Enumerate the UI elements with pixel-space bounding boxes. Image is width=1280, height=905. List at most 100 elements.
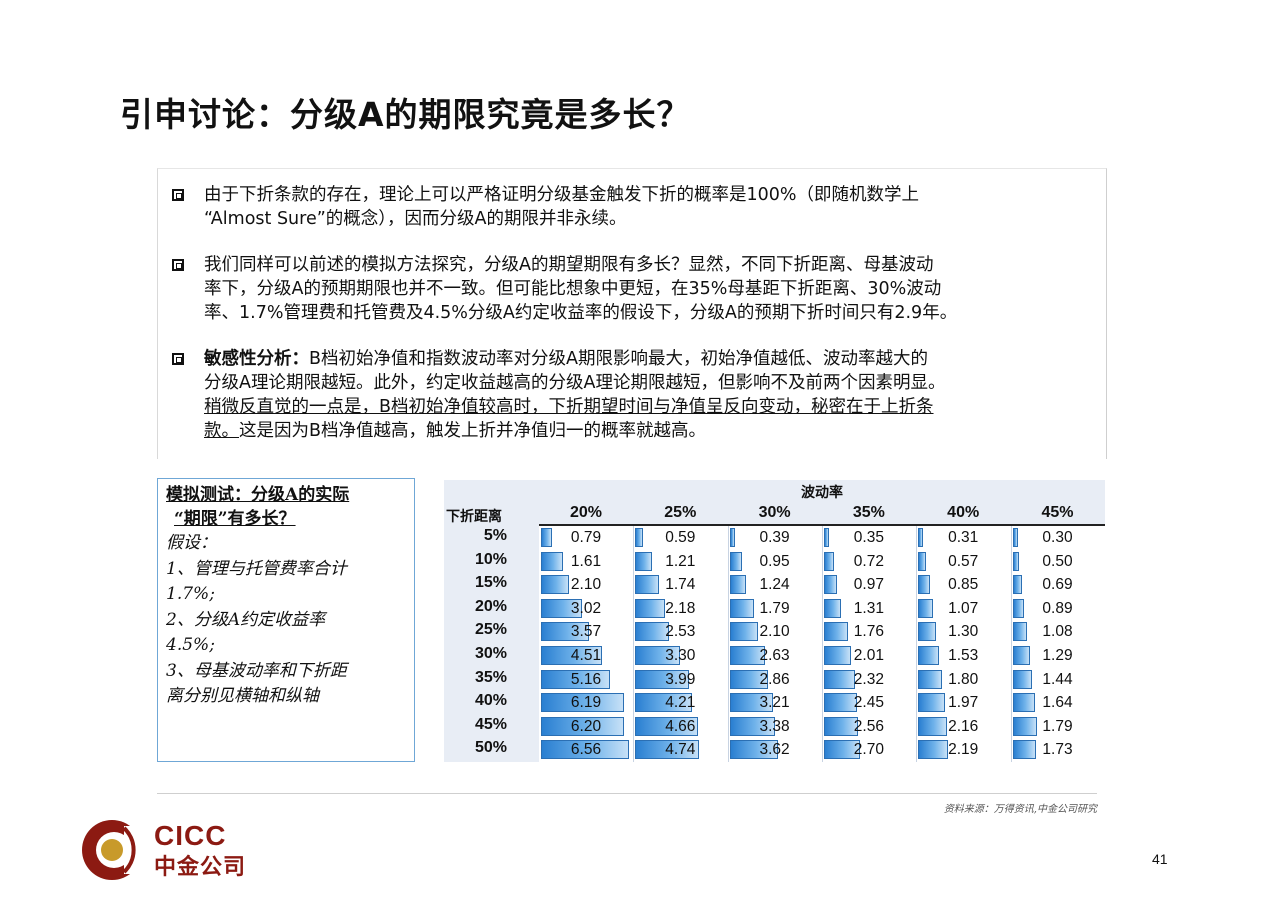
cell-value: 6.56 [570, 741, 602, 759]
bullet-1-line-1: 由于下折条款的存在，理论上可以严格证明分级基金触发下折的概率是100%（即随机数… [204, 185, 920, 205]
cell-value: 1.76 [853, 623, 884, 641]
cell-value: 2.10 [570, 576, 602, 594]
sim-line: 2、分级A约定收益率 [166, 609, 326, 630]
value-bar [541, 693, 625, 713]
cell-value: 1.79 [759, 599, 790, 617]
table-cell: 1.53 [916, 644, 1010, 668]
table-cell: 1.07 [916, 597, 1010, 621]
sim-line: 1.7%; [166, 584, 215, 604]
bullet-3-line-4-underlined: 款。 [204, 421, 239, 441]
row-header: 50% [474, 739, 507, 757]
value-bar [823, 669, 855, 689]
cell-value: 4.21 [665, 694, 696, 712]
bullet-3-line-1-rest: B档初始净值和指数波动率对分级A期限影响最大，初始净值越低、波动率越大的 [309, 349, 928, 369]
row-header: 45% [474, 715, 507, 733]
value-bar [541, 740, 629, 760]
value-bar [823, 693, 857, 713]
table-cell: 1.79 [1011, 715, 1105, 739]
value-bar [823, 716, 859, 736]
cell-value: 2.10 [759, 623, 790, 641]
cell-value: 1.24 [759, 576, 790, 594]
value-bar [729, 716, 775, 736]
row-header: 35% [474, 668, 507, 686]
column-separator [1010, 526, 1012, 762]
table-cell: 1.76 [822, 620, 916, 644]
cell-value: 3.38 [759, 717, 790, 735]
value-bar [918, 740, 948, 760]
table-cell: 1.08 [1011, 620, 1105, 644]
table-cell: 4.51 [539, 644, 633, 668]
value-bar [729, 551, 743, 571]
page-number: 41 [1152, 851, 1168, 867]
table-cell: 1.31 [822, 597, 916, 621]
cell-value: 3.99 [665, 670, 696, 688]
value-bar [729, 693, 773, 713]
row-header: 10% [474, 550, 507, 568]
table-cell: 2.01 [822, 644, 916, 668]
value-bar [635, 693, 692, 713]
cell-value: 3.30 [665, 647, 696, 664]
table-cell: 0.30 [1011, 526, 1105, 550]
row-header: 15% [474, 574, 507, 592]
checkbox-bullet-icon [172, 259, 184, 271]
sim-line: 3、母基波动率和下折距 [166, 660, 347, 681]
cell-value: 0.39 [759, 529, 790, 546]
header-rule [539, 524, 1105, 526]
cell-value: 3.02 [570, 599, 602, 617]
cell-value: 1.44 [1042, 670, 1073, 688]
cell-value: 1.79 [1042, 717, 1073, 735]
table-cell: 4.66 [633, 715, 727, 739]
cell-value: 2.86 [759, 670, 790, 688]
value-bar [1012, 598, 1025, 618]
table-cell: 3.57 [539, 620, 633, 644]
table-cell: 1.74 [633, 573, 727, 597]
cell-value: 2.19 [948, 741, 979, 759]
table-cell: 1.80 [916, 668, 1010, 692]
bullet-3-line-4: 款。这是因为B档净值越高，触发上折并净值归一的概率就越高。 [204, 419, 1092, 443]
cell-value: 0.79 [570, 529, 602, 546]
value-bar [635, 740, 699, 760]
table-cell: 0.57 [916, 550, 1010, 574]
cell-value: 3.21 [759, 694, 790, 712]
row-header: 40% [474, 692, 507, 710]
table-cell: 2.45 [822, 691, 916, 715]
table-grid: 0.79 0.59 0.39 0.35 0.31 0.30 1.61 1.21 0.95 0.72… [539, 526, 1105, 762]
table-cell: 0.35 [822, 526, 916, 550]
value-bar [541, 622, 589, 642]
cell-value: 0.89 [1042, 599, 1073, 617]
value-bar [823, 575, 837, 595]
value-bar [918, 598, 933, 618]
value-bar [729, 598, 754, 618]
cell-value: 6.19 [570, 694, 602, 712]
value-bar [635, 575, 659, 595]
sim-heading-2: “期限”有多长？ [174, 509, 296, 529]
cell-value: 2.70 [853, 741, 884, 759]
value-bar [823, 622, 848, 642]
cell-value: 1.30 [948, 623, 979, 641]
bullet-3-line-2: 分级A理论期限越短。此外，约定收益越高的分级A理论期限越短，但影响不及前两个因素… [204, 373, 946, 393]
cell-value: 2.18 [665, 599, 696, 617]
cell-value: 2.16 [948, 717, 979, 735]
page-title: 引申讨论：分级A的期限究竟是多长？ [120, 95, 691, 134]
bullet-2-line-3: 率、1.7%管理费和托管费及4.5%分级A约定收益率的假设下，分级A的预期下折时… [204, 303, 958, 323]
table-cell: 1.21 [633, 550, 727, 574]
source-note: 资料来源：万得资讯,中金公司研究 [943, 804, 1097, 815]
value-bar [918, 646, 939, 665]
bullet-2-line-2: 率下，分级A的预期期限也并不一致。但可能比想象中更短，在35%母基距下折距离、3… [204, 279, 942, 299]
table-cell: 0.50 [1011, 550, 1105, 574]
table-cell: 1.73 [1011, 738, 1105, 762]
value-bar [635, 646, 680, 665]
table-cell: 6.19 [539, 691, 633, 715]
row-header: 20% [474, 597, 507, 615]
table-cell: 0.69 [1011, 573, 1105, 597]
cell-value: 4.74 [665, 741, 696, 759]
sensitivity-lead: 敏感性分析： [204, 349, 309, 369]
table-title: 波动率 [801, 485, 843, 501]
cell-value: 1.53 [948, 647, 979, 664]
logo-text-en: CICC [154, 820, 227, 851]
bullet-1: 由于下折条款的存在，理论上可以严格证明分级基金触发下折的概率是100%（即随机数… [172, 183, 1092, 231]
bullet-1-line-2: “Almost Sure”的概念），因而分级A的期限并非永续。 [204, 209, 627, 229]
table-cell: 4.21 [633, 691, 727, 715]
value-bar [541, 598, 582, 618]
column-header: 35% [852, 504, 885, 521]
